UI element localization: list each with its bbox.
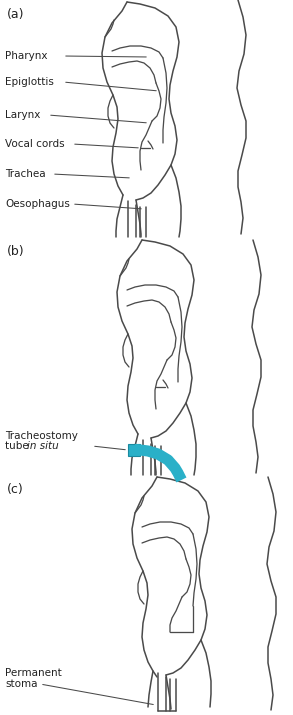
Text: Pharynx: Pharynx: [5, 51, 47, 61]
Text: stoma: stoma: [5, 679, 38, 689]
Polygon shape: [128, 444, 140, 456]
Text: (a): (a): [7, 8, 25, 21]
Text: Epiglottis: Epiglottis: [5, 77, 54, 87]
Text: Trachea: Trachea: [5, 169, 46, 179]
Text: (b): (b): [7, 245, 25, 258]
Text: tube: tube: [5, 441, 32, 451]
Text: Tracheostomy: Tracheostomy: [5, 431, 78, 441]
Text: Permanent: Permanent: [5, 668, 62, 678]
Text: in situ: in situ: [27, 441, 59, 451]
Text: Vocal cords: Vocal cords: [5, 139, 65, 149]
Text: (c): (c): [7, 483, 24, 496]
Text: Larynx: Larynx: [5, 110, 40, 120]
Text: Oesophagus: Oesophagus: [5, 199, 70, 209]
